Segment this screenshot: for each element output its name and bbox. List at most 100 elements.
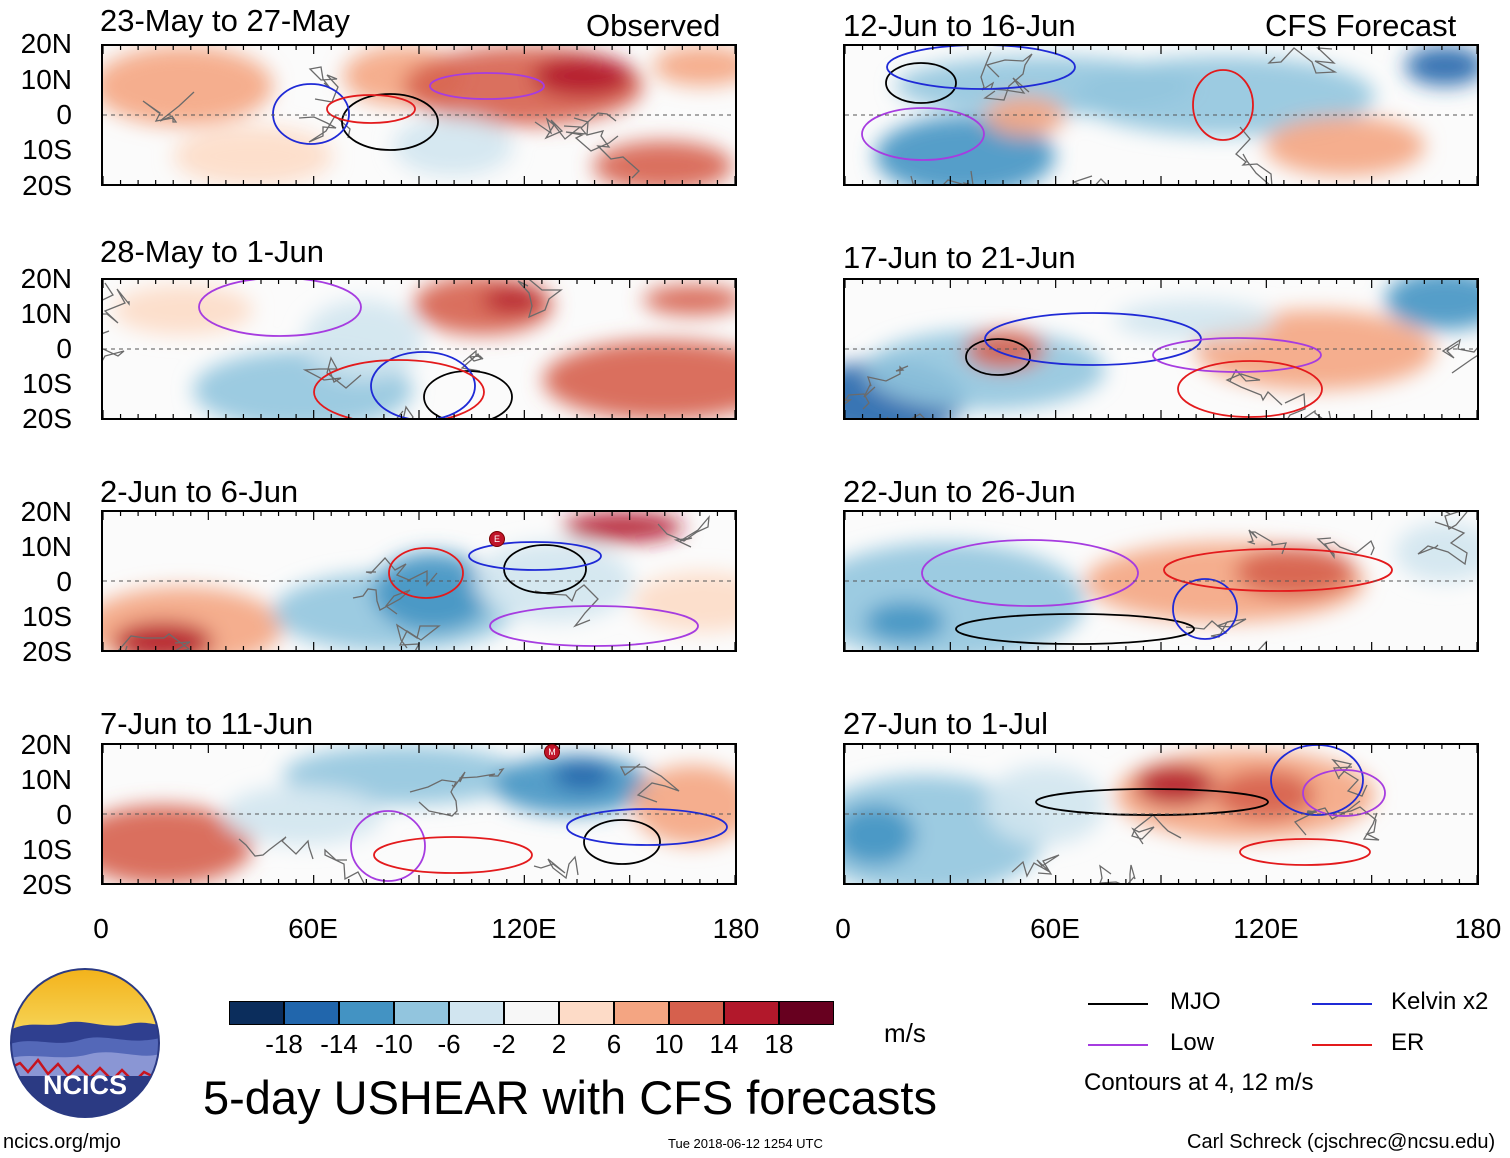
lat-label: 20S bbox=[22, 170, 72, 201]
lon-label: 0 bbox=[835, 913, 851, 944]
contour-line bbox=[468, 541, 602, 571]
footer-timestamp: Tue 2018-06-12 1254 UTC bbox=[668, 1136, 823, 1151]
lat-label: 10N bbox=[20, 764, 72, 795]
map-panel-forecast-2 bbox=[843, 278, 1479, 420]
map-canvas bbox=[845, 280, 1477, 418]
coastline bbox=[1417, 521, 1468, 566]
lon-label: 60E bbox=[1030, 913, 1080, 944]
shear-anomaly-blob bbox=[865, 602, 945, 642]
coastline bbox=[845, 393, 870, 410]
shear-anomaly-blob bbox=[1385, 280, 1477, 330]
lat-label: 0 bbox=[56, 333, 72, 364]
shear-anomaly-blob bbox=[103, 46, 273, 126]
coastline bbox=[1267, 47, 1338, 74]
coastline bbox=[1441, 338, 1477, 374]
coastline bbox=[1284, 393, 1332, 418]
contour-line bbox=[1302, 769, 1386, 817]
shear-anomaly-blob bbox=[633, 572, 735, 632]
coastline bbox=[1331, 758, 1368, 797]
map-panel-observed-4 bbox=[101, 743, 737, 885]
coastline bbox=[1316, 537, 1375, 560]
contour-line bbox=[429, 72, 545, 100]
contour-line bbox=[1177, 360, 1323, 418]
map-panel-forecast-4 bbox=[843, 743, 1479, 885]
coastline bbox=[534, 584, 599, 628]
coastline bbox=[103, 282, 130, 324]
coastline bbox=[298, 115, 351, 143]
colorbar-label: 10 bbox=[654, 1029, 684, 1059]
coastline bbox=[396, 405, 414, 418]
coastline bbox=[1011, 854, 1060, 878]
lat-label: 10S bbox=[22, 134, 72, 165]
lon-label: 180 bbox=[712, 913, 760, 944]
coastline bbox=[103, 330, 125, 361]
coastline bbox=[142, 91, 195, 123]
map-panel-observed-3 bbox=[101, 510, 737, 652]
shear-anomaly-blob bbox=[1135, 765, 1215, 805]
lon-label: 0 bbox=[93, 913, 109, 944]
map-panel-forecast-1 bbox=[843, 44, 1479, 186]
contour-line bbox=[423, 370, 513, 418]
lon-label: 60E bbox=[288, 913, 338, 944]
map-panel-forecast-3 bbox=[843, 510, 1479, 652]
ncics-logo: NCICS bbox=[10, 968, 160, 1118]
panel-title-observed-3: 2-Jun to 6-Jun bbox=[100, 474, 299, 509]
shear-anomaly-blob bbox=[223, 785, 383, 845]
shear-anomaly-blob bbox=[653, 46, 735, 86]
panel-title-observed-1: 23-May to 27-May bbox=[100, 3, 350, 38]
shear-anomaly-blob bbox=[1265, 116, 1425, 176]
contour-line bbox=[921, 539, 1139, 607]
coastline bbox=[460, 349, 484, 372]
coastline bbox=[365, 557, 438, 587]
colorbar-label: 2 bbox=[551, 1029, 567, 1059]
legend-label-kelvin: Kelvin x2 bbox=[1391, 988, 1489, 1015]
shear-anomaly-blob bbox=[473, 542, 633, 622]
lat-label: 20S bbox=[22, 636, 72, 667]
lat-label: 10S bbox=[22, 834, 72, 865]
shading-layer bbox=[875, 46, 1477, 184]
colorbar-swatch bbox=[504, 1001, 559, 1025]
shading-layer bbox=[103, 512, 735, 650]
logo-text: NCICS bbox=[42, 1070, 127, 1100]
coastline bbox=[118, 633, 191, 650]
footer-url[interactable]: ncics.org/mjo bbox=[3, 1131, 121, 1153]
coastline bbox=[573, 117, 640, 179]
contour-line bbox=[373, 836, 533, 874]
coastline bbox=[619, 763, 680, 803]
lat-label: 10S bbox=[22, 368, 72, 399]
map-canvas bbox=[845, 745, 1477, 883]
colorbar-swatch bbox=[779, 1001, 834, 1025]
colorbar-label: 14 bbox=[709, 1029, 739, 1059]
legend-label-er: ER bbox=[1391, 1029, 1425, 1056]
coastline bbox=[533, 855, 579, 880]
lat-label: 0 bbox=[56, 799, 72, 830]
map-canvas bbox=[845, 512, 1477, 650]
shear-anomaly-blob bbox=[113, 285, 253, 335]
colorbar-swatch bbox=[449, 1001, 504, 1025]
coastline bbox=[1257, 640, 1268, 650]
shear-anomaly-blob bbox=[543, 340, 735, 418]
coastline bbox=[1131, 814, 1182, 845]
contour-line bbox=[886, 46, 1076, 90]
coastline bbox=[657, 514, 710, 548]
shading-layer bbox=[103, 46, 735, 184]
coastline bbox=[1235, 126, 1273, 184]
panel-title-forecast-4: 27-Jun to 1-Jul bbox=[843, 706, 1049, 741]
coastline bbox=[395, 623, 441, 650]
coastline bbox=[517, 280, 563, 319]
shear-anomaly-blob bbox=[533, 56, 633, 96]
shear-anomaly-blob bbox=[483, 288, 543, 312]
shading-layer bbox=[113, 280, 735, 418]
legend-swatch-kelvin bbox=[1312, 1003, 1372, 1005]
contour-line bbox=[1192, 69, 1254, 141]
coastline bbox=[983, 53, 1033, 101]
contour-line bbox=[1239, 838, 1371, 866]
storm-marker-icon: E bbox=[489, 531, 505, 547]
colorbar-swatch bbox=[229, 1001, 284, 1025]
shading-layer bbox=[103, 745, 735, 883]
legend-note: Contours at 4, 12 m/s bbox=[1084, 1069, 1314, 1096]
coastline bbox=[1072, 175, 1107, 184]
shading-layer bbox=[845, 522, 1477, 650]
lon-label: 180 bbox=[1454, 913, 1502, 944]
lon-label: 120E bbox=[491, 913, 557, 944]
